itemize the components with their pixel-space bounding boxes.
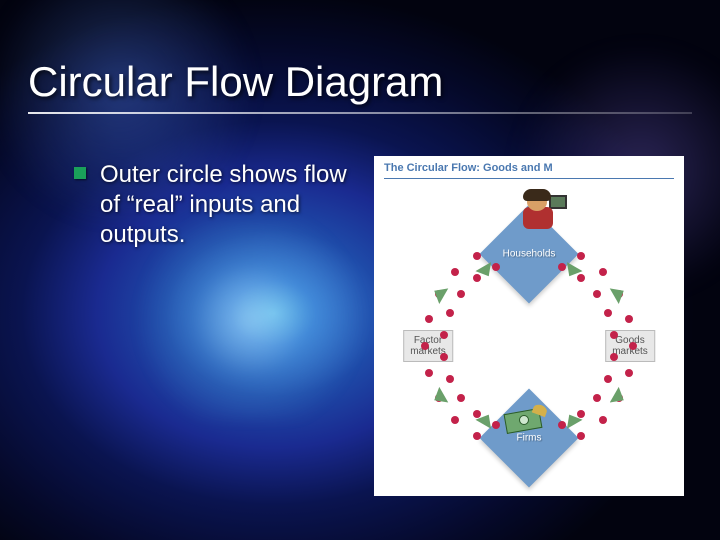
ring-dot	[604, 375, 612, 383]
ring-dot	[577, 432, 585, 440]
ring-dot	[446, 309, 454, 317]
ring-dot	[457, 394, 465, 402]
ring-dot	[421, 342, 429, 350]
diagram-header-rule	[384, 178, 674, 179]
node-households-label: Households	[503, 249, 556, 260]
ring-dot	[604, 309, 612, 317]
bullet-item: Outer circle shows flow of “real” inputs…	[74, 160, 360, 250]
ring-arrow-icon	[610, 283, 629, 304]
ring-dot	[625, 315, 633, 323]
ring-dot	[440, 353, 448, 361]
circular-flow-diagram: The Circular Flow: Goods and M Household…	[374, 156, 684, 496]
money-clipart-icon	[501, 405, 547, 439]
ring-dot	[473, 252, 481, 260]
bullet-text: Outer circle shows flow of “real” inputs…	[100, 160, 360, 250]
ring-arrow-icon	[430, 387, 449, 408]
ring-dot	[457, 290, 465, 298]
ring-dot	[440, 331, 448, 339]
ring-dot	[451, 416, 459, 424]
ring-dot	[473, 432, 481, 440]
ring-dot	[599, 416, 607, 424]
ring-dot	[451, 268, 459, 276]
ring-arrow-icon	[610, 387, 629, 408]
ring-dot	[425, 315, 433, 323]
ring-dot	[610, 353, 618, 361]
ring-dot	[599, 268, 607, 276]
ring-dot	[446, 375, 454, 383]
ring-dot	[625, 369, 633, 377]
ring-dot	[610, 331, 618, 339]
households-clipart-icon	[515, 189, 561, 235]
ring-dot	[425, 369, 433, 377]
ring-dot	[577, 252, 585, 260]
bg-glow	[120, 220, 380, 420]
ring-dot	[593, 290, 601, 298]
diagram-header: The Circular Flow: Goods and M	[384, 162, 553, 174]
title-underline	[28, 112, 692, 114]
ring-dot	[629, 342, 637, 350]
ring-dot	[593, 394, 601, 402]
bullet-square-icon	[74, 167, 86, 179]
page-title: Circular Flow Diagram	[28, 58, 443, 110]
ring-arrow-icon	[430, 283, 449, 304]
